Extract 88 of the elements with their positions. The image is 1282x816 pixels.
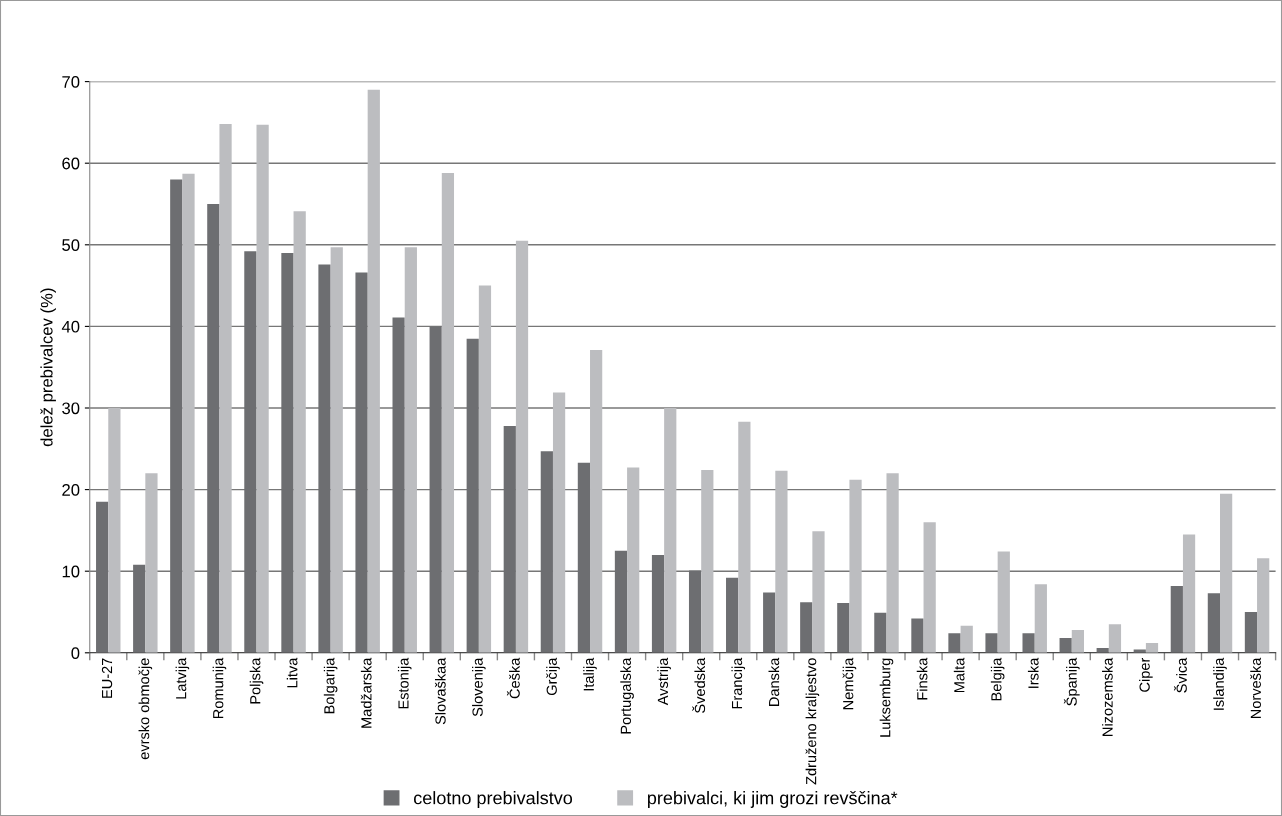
bar <box>1244 612 1258 653</box>
bar <box>997 551 1010 653</box>
x-tick-label: Norveška <box>1250 657 1261 719</box>
bar <box>627 467 640 653</box>
y-tick-label: 50 <box>62 239 80 251</box>
bar <box>763 592 776 653</box>
bar <box>960 625 973 653</box>
bar <box>219 124 232 653</box>
x-tick-label: Islandija <box>1213 657 1227 710</box>
bar <box>726 577 739 653</box>
x-tick-label: Grčija <box>546 657 560 696</box>
x-tick-label: Belgija <box>990 657 1005 701</box>
bar <box>1257 558 1270 653</box>
y-tick-label: 70 <box>62 76 80 88</box>
x-tick-label: Švedska <box>692 657 706 713</box>
x-tick-label: Italija <box>583 657 597 691</box>
bar <box>515 240 529 653</box>
bar <box>701 470 714 653</box>
x-tick-label: Nizozemska <box>1102 657 1113 736</box>
x-tick-label: Slovenija <box>472 657 486 717</box>
x-tick-label: evrsko območje <box>138 658 153 760</box>
bar <box>590 350 603 653</box>
bar <box>1220 493 1233 653</box>
x-tick-label: EU-27 <box>101 658 113 698</box>
bar <box>441 172 455 653</box>
y-tick-label: 30 <box>62 402 80 415</box>
bar <box>886 473 899 653</box>
x-tick-label: Latvija <box>175 657 190 699</box>
bar <box>738 421 751 653</box>
bar <box>985 633 998 653</box>
bar <box>182 173 195 653</box>
x-tick-label: Irska <box>1027 657 1039 688</box>
legend-label: celotno prebivalstvo <box>413 791 573 808</box>
bar <box>911 618 924 653</box>
x-tick-label: Združeno kraljestvo <box>805 658 820 785</box>
bar <box>108 408 121 653</box>
x-tick-label: Poljska <box>249 657 264 704</box>
x-tick-label: Španija <box>1063 657 1080 706</box>
bar <box>800 602 813 653</box>
y-axis-title: delež prebivalcev (%) <box>40 288 56 447</box>
bar <box>664 408 677 653</box>
bar <box>775 470 788 653</box>
x-tick-label: Portugalska <box>620 657 634 734</box>
x-tick-label: Finska <box>916 657 928 700</box>
bar <box>1170 585 1183 653</box>
bar <box>1207 593 1220 653</box>
x-tick-label: Danska <box>768 657 780 706</box>
bar <box>1034 584 1047 653</box>
bar <box>552 392 566 653</box>
x-tick-label: Slovaškaa <box>434 657 446 725</box>
y-tick-label: 10 <box>62 565 80 578</box>
bar <box>1071 629 1084 653</box>
x-tick-label: Litva <box>286 657 298 688</box>
x-tick-label: Nemčija <box>842 657 857 710</box>
x-tick-label: Luksemburg <box>879 658 894 737</box>
y-tick-label: 20 <box>62 484 80 496</box>
x-tick-label: Bolgarija <box>323 657 338 714</box>
x-tick-label: Francija <box>731 657 746 709</box>
x-tick-label: Malta <box>953 657 965 693</box>
bar <box>837 603 850 653</box>
x-tick-label: Estonija <box>397 657 412 709</box>
bar <box>1182 534 1196 653</box>
bar <box>849 479 862 653</box>
bar <box>404 247 417 653</box>
bar <box>1108 624 1122 653</box>
x-tick-label: Romunija <box>212 657 227 719</box>
y-tick-label: 0 <box>71 647 80 659</box>
bar <box>330 247 343 653</box>
bar <box>1145 643 1159 653</box>
bar <box>478 285 492 653</box>
bar <box>948 633 961 653</box>
bar <box>923 522 936 653</box>
bar <box>1022 633 1035 653</box>
y-tick-label: 40 <box>61 320 80 333</box>
bar <box>256 124 269 653</box>
x-tick-label: Švica <box>1173 657 1187 693</box>
bar <box>874 612 887 653</box>
bar <box>293 211 306 653</box>
bar <box>367 89 380 653</box>
legend-label: prebivalci, ki jim grozi revščina* <box>647 791 898 808</box>
bar <box>812 531 825 653</box>
bar <box>145 473 158 653</box>
y-tick-label: 60 <box>62 157 80 170</box>
x-tick-label: Ciper <box>1139 657 1153 692</box>
bar <box>1059 638 1072 653</box>
x-tick-label: Avstrija <box>657 657 671 706</box>
x-tick-label: Madžarska <box>360 657 372 728</box>
x-tick-label: Češka <box>506 657 520 699</box>
